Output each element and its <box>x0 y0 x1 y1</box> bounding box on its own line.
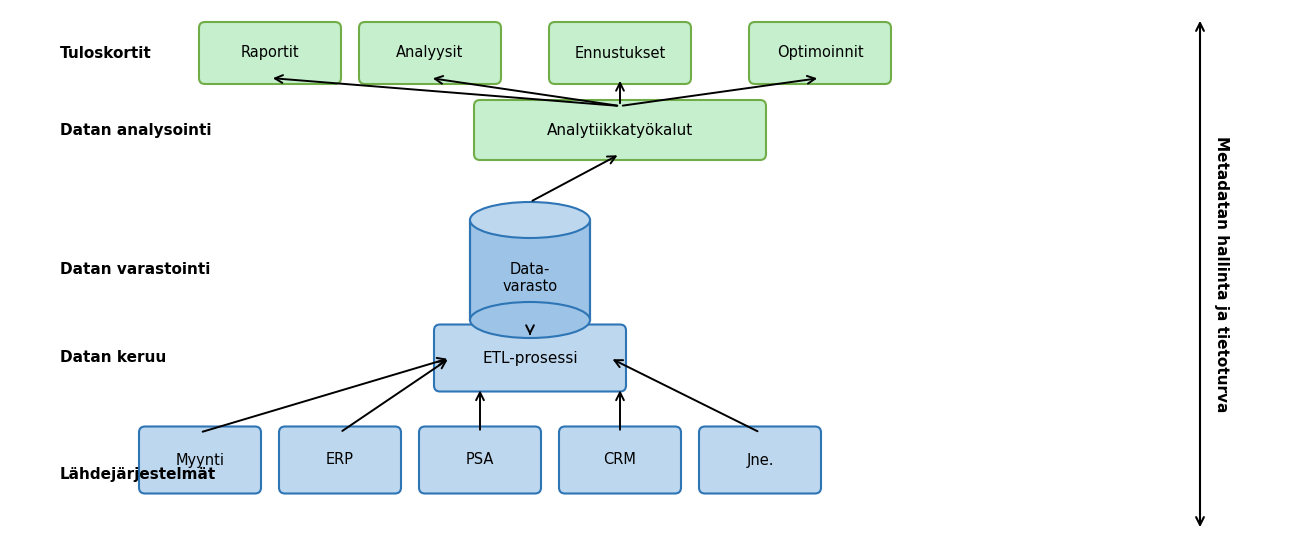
FancyBboxPatch shape <box>559 427 681 494</box>
FancyBboxPatch shape <box>549 22 691 84</box>
Text: Ennustukset: Ennustukset <box>575 46 665 60</box>
Text: CRM: CRM <box>603 452 637 468</box>
FancyBboxPatch shape <box>749 22 891 84</box>
FancyBboxPatch shape <box>139 427 260 494</box>
FancyBboxPatch shape <box>360 22 501 84</box>
FancyBboxPatch shape <box>699 427 821 494</box>
Text: PSA: PSA <box>465 452 494 468</box>
Text: Jne.: Jne. <box>746 452 773 468</box>
Text: Analyysit: Analyysit <box>396 46 464 60</box>
Text: ETL-prosessi: ETL-prosessi <box>482 350 577 366</box>
Text: Tuloskortit: Tuloskortit <box>61 46 152 60</box>
Text: Data-
varasto: Data- varasto <box>503 262 558 294</box>
Text: Datan analysointi: Datan analysointi <box>61 122 211 137</box>
Text: Optimoinnit: Optimoinnit <box>777 46 864 60</box>
FancyBboxPatch shape <box>199 22 342 84</box>
Bar <box>470 220 590 320</box>
FancyBboxPatch shape <box>419 427 541 494</box>
Text: Lähdejärjestelmät: Lähdejärjestelmät <box>61 468 217 483</box>
Text: ERP: ERP <box>326 452 354 468</box>
FancyBboxPatch shape <box>474 100 766 160</box>
Text: Datan keruu: Datan keruu <box>61 350 166 366</box>
FancyBboxPatch shape <box>278 427 401 494</box>
Ellipse shape <box>470 302 590 338</box>
Text: Metadatan hallinta ja tietoturva: Metadatan hallinta ja tietoturva <box>1214 136 1230 412</box>
Ellipse shape <box>470 202 590 238</box>
Text: Datan varastointi: Datan varastointi <box>61 262 210 277</box>
Text: Myynti: Myynti <box>175 452 224 468</box>
FancyBboxPatch shape <box>434 324 626 391</box>
Text: Raportit: Raportit <box>241 46 299 60</box>
Text: Analytiikkatyökalut: Analytiikkatyökalut <box>547 122 693 137</box>
